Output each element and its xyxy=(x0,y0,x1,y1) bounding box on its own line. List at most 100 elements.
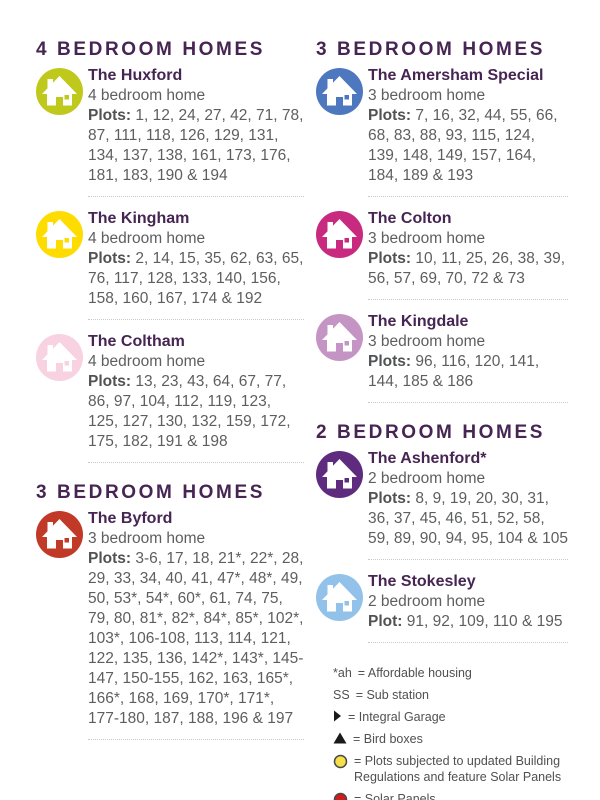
legend-label: = Plots subjected to updated Building Re… xyxy=(354,754,562,784)
home-type: 4 bedroom home xyxy=(88,353,206,370)
legend-item-building-regs-solar: = Plots subjected to updated Building Re… xyxy=(333,753,568,785)
plots-label: Plots: xyxy=(368,250,412,267)
home-name: The Stokesley xyxy=(368,573,476,590)
home-type: 3 bedroom home xyxy=(368,333,486,350)
plots-label: Plots: xyxy=(88,250,132,267)
home-name: The Huxford xyxy=(88,67,183,84)
section-3-bedroom-right: 3 BEDROOM HOMES The Amersham Special 3 b… xyxy=(316,40,568,403)
plots-label: Plots: xyxy=(88,550,132,567)
home-entry-text: The Kingdale 3 bedroom home Plots: 96, 1… xyxy=(368,312,568,392)
home-plots: Plots: 3-6, 17, 18, 21*, 22*, 28, 29, 33… xyxy=(88,549,304,729)
legend-item-affordable-housing: *ah = Affordable housing xyxy=(333,665,568,681)
home-entry-text: The Amersham Special 3 bedroom home Plot… xyxy=(368,66,568,186)
dotted-divider xyxy=(88,462,304,463)
plots-list: 13, 23, 43, 64, 67, 77, 86, 97, 104, 112… xyxy=(88,373,291,450)
plots-list: 10, 11, 25, 26, 38, 39, 56, 57, 69, 70, … xyxy=(368,250,566,287)
plots-list: 8, 9, 19, 20, 30, 31, 36, 37, 45, 46, 51… xyxy=(368,490,568,547)
section-header: 2 BEDROOM HOMES xyxy=(316,422,546,443)
dotted-divider xyxy=(88,196,304,197)
home-entry-text: The Huxford 4 bedroom home Plots: 1, 12,… xyxy=(88,66,304,186)
home-name: The Coltham xyxy=(88,333,185,350)
home-type: 3 bedroom home xyxy=(88,530,206,547)
section-3-bedroom-left: 3 BEDROOM HOMES The Byford 3 bedroom hom… xyxy=(36,483,304,740)
home-plots: Plots: 2, 14, 15, 35, 62, 63, 65, 76, 11… xyxy=(88,249,304,309)
house-icon xyxy=(316,451,363,498)
plots-label: Plots: xyxy=(88,373,132,390)
home-entry-ashenford: The Ashenford* 2 bedroom home Plots: 8, … xyxy=(316,449,568,559)
house-icon xyxy=(36,211,83,258)
legend-item-solar-panels: = Solar Panels xyxy=(333,791,568,800)
integral-garage-icon xyxy=(334,710,341,722)
house-icon xyxy=(316,211,363,258)
home-entry-huxford: The Huxford 4 bedroom home Plots: 1, 12,… xyxy=(36,66,304,196)
home-plots: Plots: 1, 12, 24, 27, 42, 71, 78, 87, 11… xyxy=(88,106,304,186)
legend-label: = Integral Garage xyxy=(348,710,446,724)
dotted-divider xyxy=(368,559,568,560)
home-name: The Ashenford* xyxy=(368,450,487,467)
home-plots: Plots: 8, 9, 19, 20, 30, 31, 36, 37, 45,… xyxy=(368,489,568,549)
building-regs-solar-icon xyxy=(333,754,348,769)
dotted-divider xyxy=(88,319,304,320)
section-header: 3 BEDROOM HOMES xyxy=(36,482,266,503)
dotted-divider xyxy=(368,642,568,643)
legend-prefix: SS xyxy=(333,688,350,702)
home-plots: Plot: 91, 92, 109, 110 & 195 xyxy=(368,612,568,632)
home-entry-text: The Stokesley 2 bedroom home Plot: 91, 9… xyxy=(368,572,568,632)
plots-label: Plots: xyxy=(368,107,412,124)
home-name: The Byford xyxy=(88,510,173,527)
dotted-divider xyxy=(368,196,568,197)
home-entry-text: The Ashenford* 2 bedroom home Plots: 8, … xyxy=(368,449,568,549)
house-icon xyxy=(36,68,83,115)
plots-list: 3-6, 17, 18, 21*, 22*, 28, 29, 33, 34, 4… xyxy=(88,550,304,727)
right-column: 3 BEDROOM HOMES The Amersham Special 3 b… xyxy=(316,40,568,800)
house-icon xyxy=(36,511,83,558)
home-name: The Kingham xyxy=(88,210,190,227)
house-icon xyxy=(36,334,83,381)
plots-list: 91, 92, 109, 110 & 195 xyxy=(406,613,563,630)
house-icon xyxy=(316,314,363,361)
home-type: 3 bedroom home xyxy=(368,87,486,104)
solar-panels-icon xyxy=(333,792,348,800)
plots-label: Plots: xyxy=(368,490,412,507)
home-entry-text: The Colton 3 bedroom home Plots: 10, 11,… xyxy=(368,209,568,289)
legend-item-sub-station: SS = Sub station xyxy=(333,687,568,703)
home-type: 4 bedroom home xyxy=(88,230,206,247)
home-name: The Colton xyxy=(368,210,452,227)
home-entry-kingdale: The Kingdale 3 bedroom home Plots: 96, 1… xyxy=(316,300,568,402)
home-entry-text: The Kingham 4 bedroom home Plots: 2, 14,… xyxy=(88,209,304,309)
section-2-bedroom: 2 BEDROOM HOMES The Ashenford* 2 bedroom… xyxy=(316,423,568,643)
plots-list: 7, 16, 32, 44, 55, 66, 68, 83, 88, 93, 1… xyxy=(368,107,558,184)
map-key-legend: *ah = Affordable housing SS = Sub statio… xyxy=(333,665,568,800)
bird-boxes-icon xyxy=(333,732,347,744)
section-4-bedroom: 4 BEDROOM HOMES The Huxford 4 bedroom ho… xyxy=(36,40,304,463)
left-column: 4 BEDROOM HOMES The Huxford 4 bedroom ho… xyxy=(36,40,304,800)
home-entry-byford: The Byford 3 bedroom home Plots: 3-6, 17… xyxy=(36,509,304,739)
section-header: 3 BEDROOM HOMES xyxy=(316,39,546,60)
home-name: The Amersham Special xyxy=(368,67,544,84)
plots-label: Plots: xyxy=(88,107,132,124)
house-icon xyxy=(316,68,363,115)
home-entry-stokesley: The Stokesley 2 bedroom home Plot: 91, 9… xyxy=(316,560,568,642)
home-entry-text: The Coltham 4 bedroom home Plots: 13, 23… xyxy=(88,332,304,452)
house-icon xyxy=(316,574,363,621)
home-name: The Kingdale xyxy=(368,313,469,330)
home-entry-text: The Byford 3 bedroom home Plots: 3-6, 17… xyxy=(88,509,304,729)
dotted-divider xyxy=(368,299,568,300)
plots-list: 1, 12, 24, 27, 42, 71, 78, 87, 111, 118,… xyxy=(88,107,304,184)
legend-prefix: *ah xyxy=(333,666,352,680)
home-type: 4 bedroom home xyxy=(88,87,206,104)
legend-label: = Solar Panels xyxy=(354,792,436,800)
legend-item-bird-boxes: = Bird boxes xyxy=(333,731,568,747)
legend-label: = Sub station xyxy=(355,688,430,702)
dotted-divider xyxy=(368,402,568,403)
home-type: 3 bedroom home xyxy=(368,230,486,247)
dotted-divider xyxy=(88,739,304,740)
home-plots: Plots: 7, 16, 32, 44, 55, 66, 68, 83, 88… xyxy=(368,106,568,186)
legend-label: = Affordable housing xyxy=(357,666,472,680)
home-type: 2 bedroom home xyxy=(368,593,486,610)
plots-label: Plot: xyxy=(368,613,403,630)
home-entry-coltham: The Coltham 4 bedroom home Plots: 13, 23… xyxy=(36,320,304,462)
home-plots: Plots: 96, 116, 120, 141, 144, 185 & 186 xyxy=(368,352,568,392)
home-plots: Plots: 10, 11, 25, 26, 38, 39, 56, 57, 6… xyxy=(368,249,568,289)
